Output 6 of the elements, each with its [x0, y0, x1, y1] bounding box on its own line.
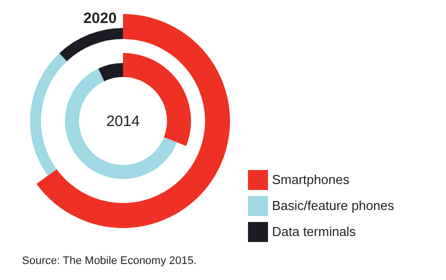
legend-label: Data terminals — [272, 224, 356, 239]
source-note: Source: The Mobile Economy 2015. — [22, 255, 197, 267]
slice-label: 2020 — [83, 10, 117, 27]
slice-label: 2014 — [106, 113, 140, 130]
legend-label: Basic/feature phones — [272, 198, 395, 213]
legend-label: Smartphones — [272, 172, 350, 187]
